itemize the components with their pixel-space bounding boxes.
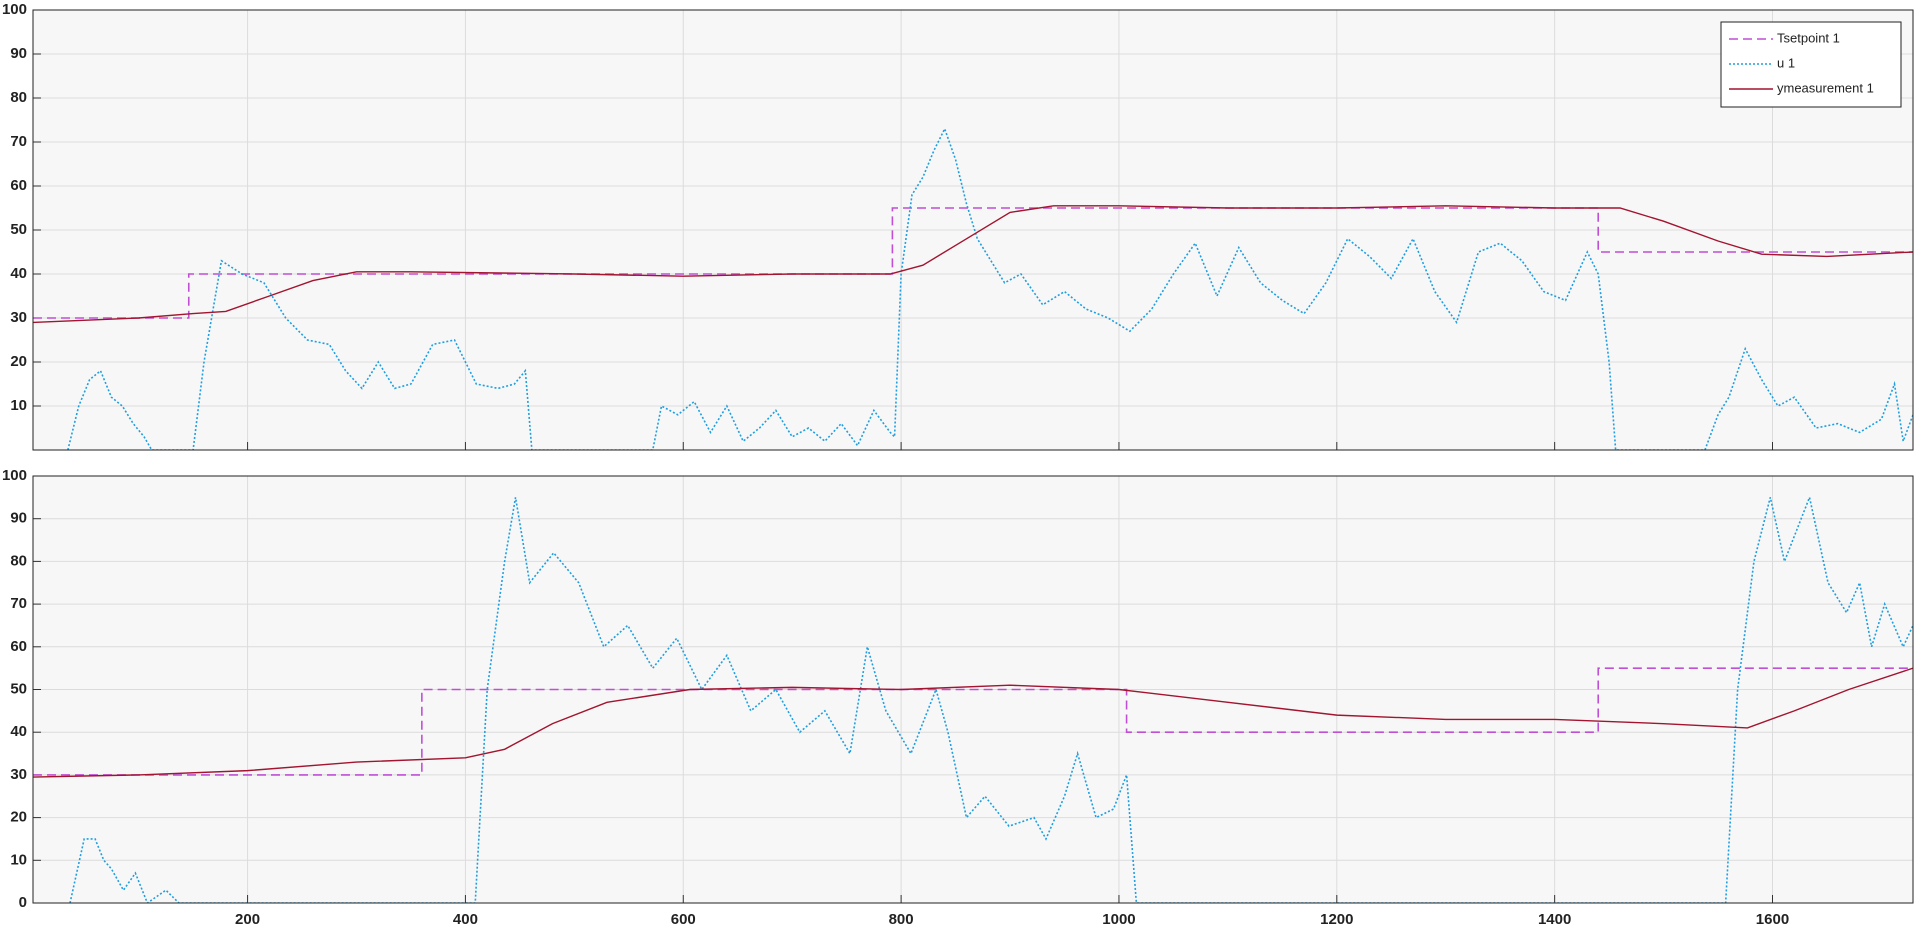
y-tick-label: 20 xyxy=(10,353,27,370)
x-tick-label: 200 xyxy=(235,911,260,928)
y-tick-label: 90 xyxy=(10,510,27,527)
y-tick-label: 20 xyxy=(10,809,27,826)
legend-text: Tsetpoint 1 xyxy=(1777,30,1840,45)
legend-text: u 1 xyxy=(1777,55,1795,70)
x-tick-label: 1200 xyxy=(1320,911,1353,928)
series-line xyxy=(33,205,1913,324)
y-tick-label: 100 xyxy=(2,1,27,18)
y-tick-label: 80 xyxy=(10,89,27,106)
x-tick-label: 800 xyxy=(889,911,914,928)
x-tick-label: 400 xyxy=(453,911,478,928)
y-tick-label: 50 xyxy=(10,680,27,697)
y-tick-label: 60 xyxy=(10,177,27,194)
series-line xyxy=(33,207,1913,319)
x-tick-label: 1600 xyxy=(1756,911,1789,928)
series-line xyxy=(33,667,1913,778)
y-tick-label: 30 xyxy=(10,766,27,783)
y-tick-label: 90 xyxy=(10,45,27,62)
legend-text: ymeasurement 1 xyxy=(1777,80,1874,95)
x-tick-label: 1000 xyxy=(1102,911,1135,928)
x-tick-label: 1400 xyxy=(1538,911,1571,928)
plot-border xyxy=(32,475,1914,904)
series-line xyxy=(67,126,1913,450)
y-tick-label: 10 xyxy=(10,397,27,414)
y-tick-label: 40 xyxy=(10,723,27,740)
y-tick-label: 0 xyxy=(19,894,27,911)
y-tick-label: 40 xyxy=(10,265,27,282)
y-tick-label: 80 xyxy=(10,552,27,569)
y-tick-label: 70 xyxy=(10,595,27,612)
y-tick-label: 70 xyxy=(10,133,27,150)
y-tick-label: 100 xyxy=(2,467,27,484)
y-tick-label: 30 xyxy=(10,309,27,326)
series-group xyxy=(33,126,1913,450)
y-tick-label: 10 xyxy=(10,851,27,868)
plot-border xyxy=(32,9,1914,451)
y-tick-label: 50 xyxy=(10,221,27,238)
x-tick-label: 600 xyxy=(671,911,696,928)
y-tick-label: 60 xyxy=(10,638,27,655)
series-group xyxy=(33,494,1913,903)
